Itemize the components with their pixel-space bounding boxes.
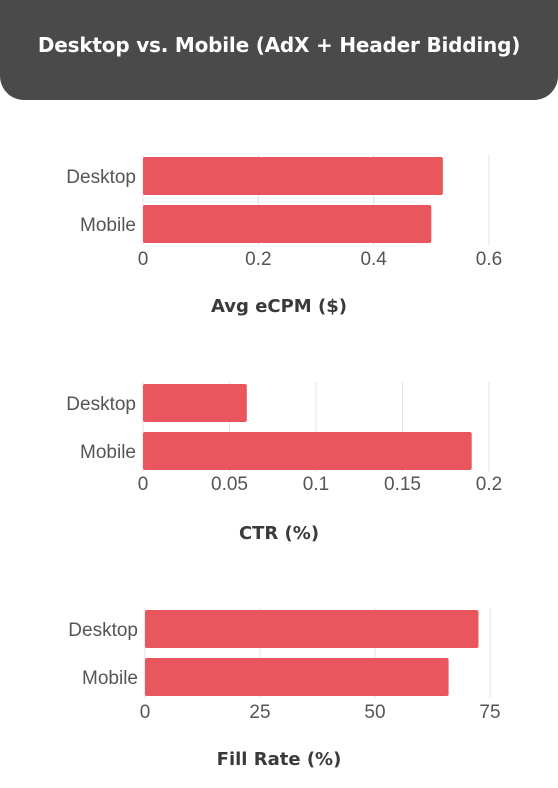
fill-rate-category-label: Desktop (68, 620, 138, 641)
fill-rate-tick-label: 25 (249, 702, 270, 723)
ctr-tick-label: 0 (138, 474, 149, 495)
fill-rate-bar-desktop (145, 610, 479, 648)
ecpm-tick-label: 0.2 (245, 249, 271, 270)
ctr-bar-mobile (143, 432, 472, 470)
fill-rate-axis-title: Fill Rate (%) (217, 749, 342, 770)
fill-rate-tick-label: 50 (364, 702, 385, 723)
ctr-tick-label: 0.15 (384, 474, 421, 495)
ctr-category-label: Mobile (80, 442, 136, 463)
ecpm-tick-label: 0.6 (476, 249, 502, 270)
ctr-tick-label: 0.1 (303, 474, 329, 495)
ctr-tick-label: 0.2 (476, 474, 502, 495)
ecpm-tick-label: 0.4 (360, 249, 387, 270)
ctr-axis-title: CTR (%) (239, 523, 319, 544)
fill-rate-tick-label: 75 (479, 702, 500, 723)
ctr-category-label: Desktop (66, 394, 136, 415)
ecpm-axis-title: Avg eCPM ($) (211, 296, 347, 317)
header-banner: Desktop vs. Mobile (AdX + Header Bidding… (0, 0, 558, 100)
ctr-tick-label: 0.05 (211, 474, 248, 495)
ecpm-category-label: Mobile (80, 215, 136, 236)
ecpm-category-label: Desktop (66, 167, 136, 188)
ecpm-bar-mobile (143, 205, 432, 243)
ecpm-tick-label: 0 (138, 249, 149, 270)
fill-rate-bar-mobile (145, 658, 449, 696)
ctr-bar-desktop (143, 384, 247, 422)
fill-rate-tick-label: 0 (140, 702, 151, 723)
page-title: Desktop vs. Mobile (AdX + Header Bidding… (37, 33, 521, 57)
fill-rate-category-label: Mobile (82, 668, 138, 689)
ecpm-bar-desktop (143, 157, 443, 195)
